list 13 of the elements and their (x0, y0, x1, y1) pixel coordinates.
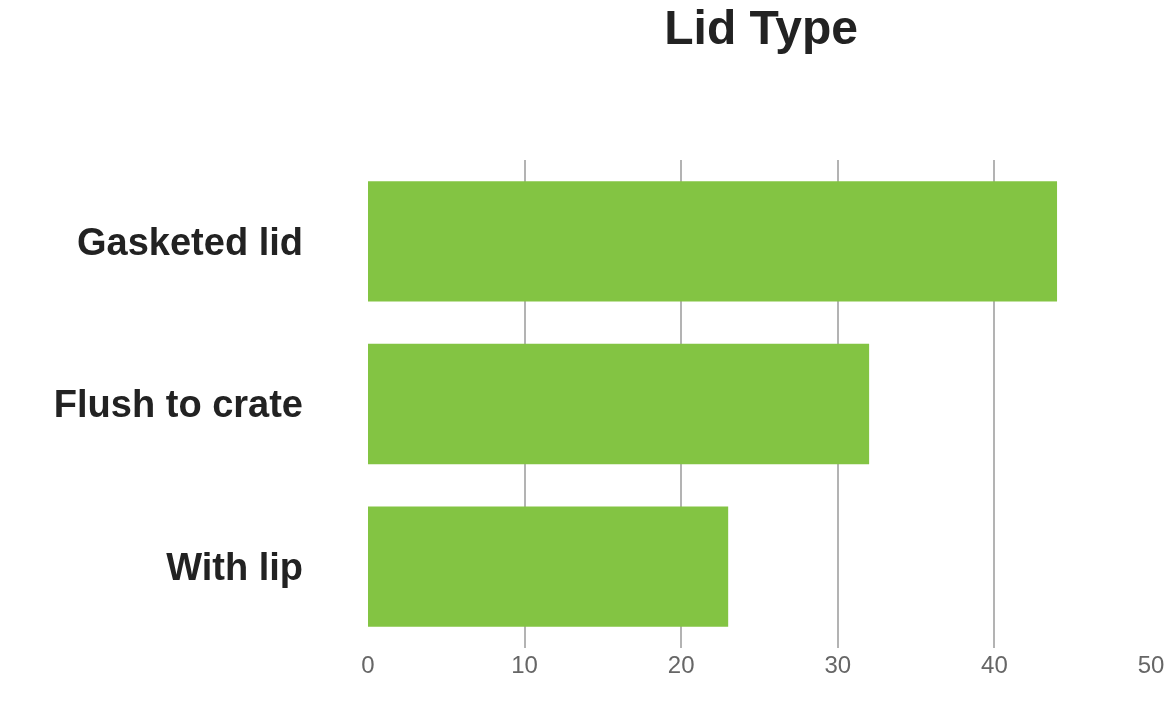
bar (368, 181, 1058, 302)
bar (368, 343, 870, 465)
y-tick-label: Gasketed lid (77, 220, 303, 263)
x-tick-label: 40 (981, 651, 1008, 678)
x-tick-label: 50 (1137, 651, 1165, 678)
x-tick-label: 10 (511, 651, 538, 678)
x-tick-label: 20 (667, 651, 695, 678)
y-tick-label: Flush to crate (53, 383, 303, 426)
x-tick-label: 0 (361, 651, 375, 678)
y-tick-label: With lip (166, 545, 303, 588)
chart-title: Lid Type (664, 1, 859, 55)
x-tick-label: 30 (824, 651, 852, 678)
bar (368, 506, 729, 627)
